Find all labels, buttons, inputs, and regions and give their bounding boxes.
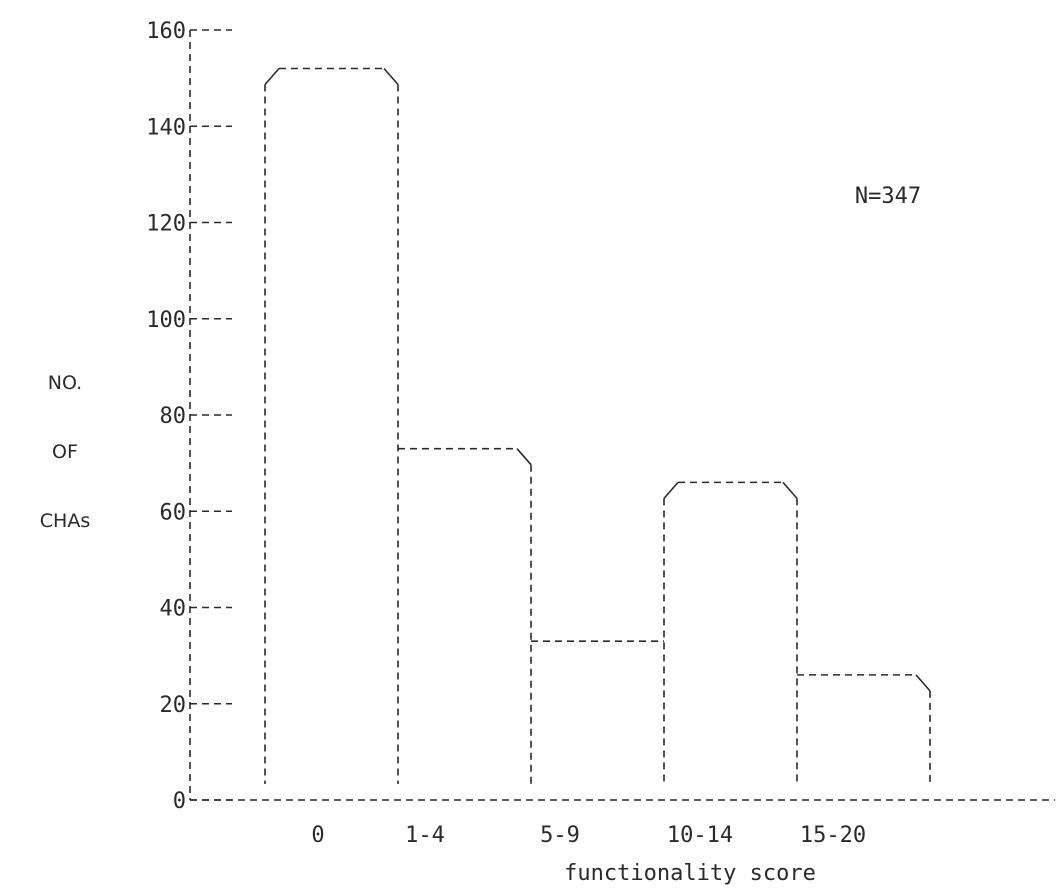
bar-10-14: [663, 481, 798, 784]
y-tick-label: 0: [173, 789, 186, 814]
bar-0: [264, 67, 399, 784]
bar-1-4: [398, 447, 532, 784]
y-axis-title-line-1: NO.: [48, 372, 82, 394]
bar-5-9: [531, 498, 665, 784]
bar-corner-left: [663, 481, 679, 499]
x-category-label: 10-14: [667, 823, 733, 848]
bar-corner-left: [264, 67, 280, 86]
y-tick-label: 60: [160, 500, 187, 525]
y-axis-title-line-2: OF: [52, 441, 78, 463]
y-tick-label: 100: [146, 308, 186, 333]
y-tick-label: 140: [146, 115, 186, 140]
x-category-label: 0: [311, 823, 324, 848]
y-tick-label: 160: [146, 19, 186, 44]
y-tick-label: 40: [160, 597, 187, 622]
y-tick-label: 80: [160, 404, 187, 429]
bar-corner-right: [915, 674, 931, 692]
x-category-label: 1-4: [405, 823, 445, 848]
y-tick-label: 120: [146, 212, 186, 237]
sample-size-annotation: N=347: [855, 184, 921, 209]
bar-15-20: [797, 674, 931, 784]
x-category-label: 5-9: [540, 823, 580, 848]
y-axis-title-line-3: CHAs: [40, 510, 90, 532]
x-category-label: 15-20: [800, 823, 866, 848]
x-axis-title: functionality score: [564, 861, 816, 886]
bar-corner-right: [782, 481, 798, 499]
bar-corner-right: [516, 448, 532, 466]
y-tick-label: 20: [160, 693, 187, 718]
bar-corner-right: [383, 67, 399, 86]
y-axis-title: NO. OF CHAs: [40, 372, 90, 532]
bars: [264, 67, 931, 784]
y-axis-ticks: 0 20 40 60 80 100 120 140 160: [146, 19, 232, 814]
x-axis-categories: 0 1-4 5-9 10-14 15-20: [311, 823, 866, 848]
